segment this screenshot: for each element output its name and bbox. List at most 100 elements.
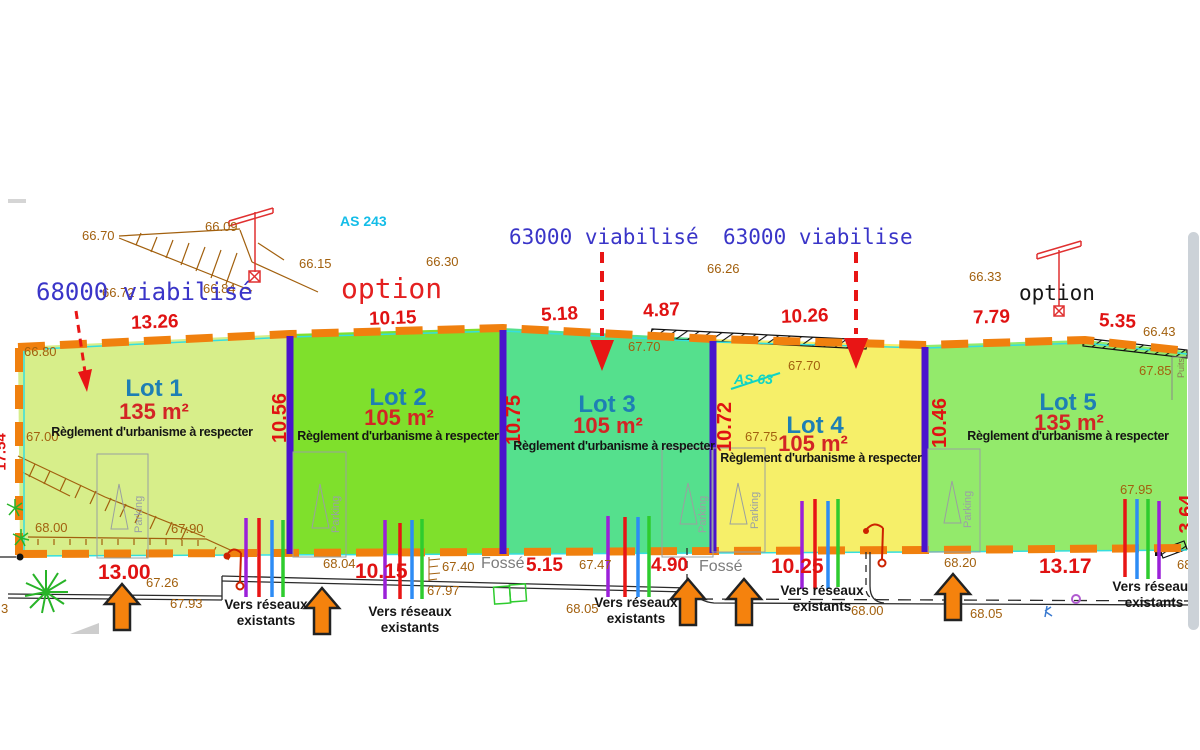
- dim-bottom: 13.00: [98, 561, 151, 584]
- dim-bottom: 4.90: [651, 555, 688, 576]
- elevation-label: 68.00: [35, 520, 68, 535]
- elevation-label: 68.20: [944, 555, 977, 570]
- dim-side: 10.56: [269, 392, 291, 444]
- lot-2-title: Lot 2: [369, 384, 427, 411]
- dim-edge-clipped: 17.54: [0, 433, 10, 471]
- lot-2-area: 105 m²: [364, 405, 434, 430]
- dim-top: 5.18: [540, 303, 579, 326]
- elevation-label: 66.70: [82, 228, 115, 243]
- parking-label: Parking: [697, 496, 709, 533]
- elevation-label: 66.84: [203, 281, 236, 296]
- lot-5-area: 135 m²: [1034, 410, 1104, 435]
- elevation-label: 68.00: [851, 603, 884, 618]
- talus-hatching-lot1: [17, 455, 249, 561]
- networks-note-line2: existants: [606, 610, 666, 626]
- dim-top: 7.79: [972, 306, 1011, 329]
- elevation-label: 67.85: [1139, 363, 1172, 378]
- tree-icon: [24, 570, 68, 614]
- parking-label: Parking: [962, 491, 974, 528]
- access-arrow-icon: [724, 577, 764, 627]
- elevation-label: 67.26: [146, 575, 179, 590]
- dim-top: 10.26: [780, 305, 829, 328]
- elevation-label: 66.72: [102, 285, 135, 300]
- lot-1-title: Lot 1: [125, 375, 183, 402]
- option-label-west: option: [341, 272, 443, 305]
- access-arrow-icon: [302, 586, 342, 636]
- access-arrows: [102, 572, 973, 636]
- elevation-label: 67.90: [171, 521, 204, 536]
- survey-point: [16, 553, 24, 561]
- elevation-label: 67.95: [1120, 482, 1153, 497]
- lot-3-parcel[interactable]: [503, 328, 713, 554]
- elevation-label: 68: [1177, 557, 1192, 572]
- elevation-label: 67.75: [745, 429, 778, 444]
- lot-3-rule: Règlement d'urbanisme à respecter: [513, 439, 715, 453]
- lot-2-parcel[interactable]: [290, 328, 503, 554]
- ditch-label: Fossé: [481, 555, 525, 572]
- cadastral-ref-as243: AS 243: [340, 213, 387, 229]
- utility-pole-icon: [1036, 240, 1082, 317]
- lot-4-area: 105 m²: [778, 431, 848, 456]
- parking-label: Parking: [133, 496, 145, 533]
- price-lot1: 68000 viabilisé: [36, 278, 253, 306]
- networks-note-line2: existants: [380, 619, 440, 635]
- elevation-label: 67.70: [788, 358, 821, 373]
- cadastral-ref-as63: AS 63: [734, 371, 773, 387]
- elevation-label: 67.97: [427, 583, 460, 598]
- misc-symbols: [8, 199, 1081, 634]
- elevation-label: 67.93: [170, 596, 203, 611]
- networks-note-line1: Vers réseaux: [1112, 579, 1196, 594]
- parking-label: Parking: [749, 492, 761, 529]
- lot-1-area: 135 m²: [119, 399, 189, 424]
- valve-symbol: [1044, 605, 1053, 618]
- dim-bottom: 5.15: [526, 555, 563, 576]
- dim-top: 13.26: [130, 311, 179, 334]
- networks-note: Vers réseaux existants: [594, 595, 677, 626]
- elevation-label: 66.80: [24, 344, 57, 359]
- utility-pole-icon: [228, 207, 274, 283]
- lot-3-area: 105 m²: [573, 413, 643, 438]
- dim-side: 10.72: [714, 401, 736, 453]
- street-lamp-icon: [863, 523, 887, 568]
- lot-3-title: Lot 3: [578, 391, 636, 418]
- lot-5-rule: Règlement d'urbanisme à respecter: [967, 429, 1169, 443]
- networks-note-line2: existants: [1124, 594, 1184, 610]
- elevation-label: 66.15: [299, 256, 332, 271]
- elevation-label: 67.40: [442, 559, 475, 574]
- option-label-east: option: [1019, 281, 1095, 305]
- networks-note-line1: Vers réseaux: [594, 595, 678, 610]
- elevation-label: 68.05: [566, 601, 599, 616]
- as63-strikethrough: [730, 372, 781, 390]
- ditch-label: Fossé: [699, 558, 743, 575]
- lot-5-title: Lot 5: [1039, 389, 1097, 416]
- dim-bottom: 10.25: [771, 555, 824, 578]
- elevation-label: 67.47: [579, 557, 612, 572]
- lot-5-parcel[interactable]: [925, 340, 1187, 552]
- elevation-label: 66.33: [969, 269, 1002, 284]
- lot-2-rule: Règlement d'urbanisme à respecter: [297, 429, 499, 443]
- lot-1-rule: Règlement d'urbanisme à respecter: [51, 425, 253, 439]
- elevation-label: 67.00: [26, 429, 59, 444]
- well-label: Puits: [1176, 357, 1186, 378]
- vertical-scrollbar[interactable]: [1188, 232, 1199, 630]
- parking-areas: Parking Parking Parking Parking Parking: [96, 447, 981, 559]
- dim-bottom: 13.17: [1039, 555, 1092, 578]
- networks-note: Vers réseaux existants: [224, 597, 307, 628]
- dim-top: 4.87: [642, 299, 681, 322]
- networks-note-line1: Vers réseaux: [780, 583, 864, 598]
- lot-4-parcel[interactable]: [713, 339, 925, 553]
- price-pointer-arrows: [74, 252, 868, 392]
- street-lamp-icon: [223, 548, 245, 591]
- gray-wedge: [70, 623, 99, 634]
- networks-note: Vers réseaux existants: [780, 583, 863, 614]
- elevation-label: 66.09: [205, 219, 238, 234]
- access-arrow-icon: [933, 572, 973, 622]
- shrub-icon: [6, 499, 30, 547]
- elevation-label: 66.43: [1143, 324, 1176, 339]
- lot-4-rule: Règlement d'urbanisme à respecter: [720, 451, 922, 465]
- elevation-label: 68.04: [323, 556, 356, 571]
- networks-note-line1: Vers réseaux: [368, 604, 452, 619]
- ditch-ticks: [428, 557, 441, 581]
- talus-hatching-north: [118, 228, 319, 293]
